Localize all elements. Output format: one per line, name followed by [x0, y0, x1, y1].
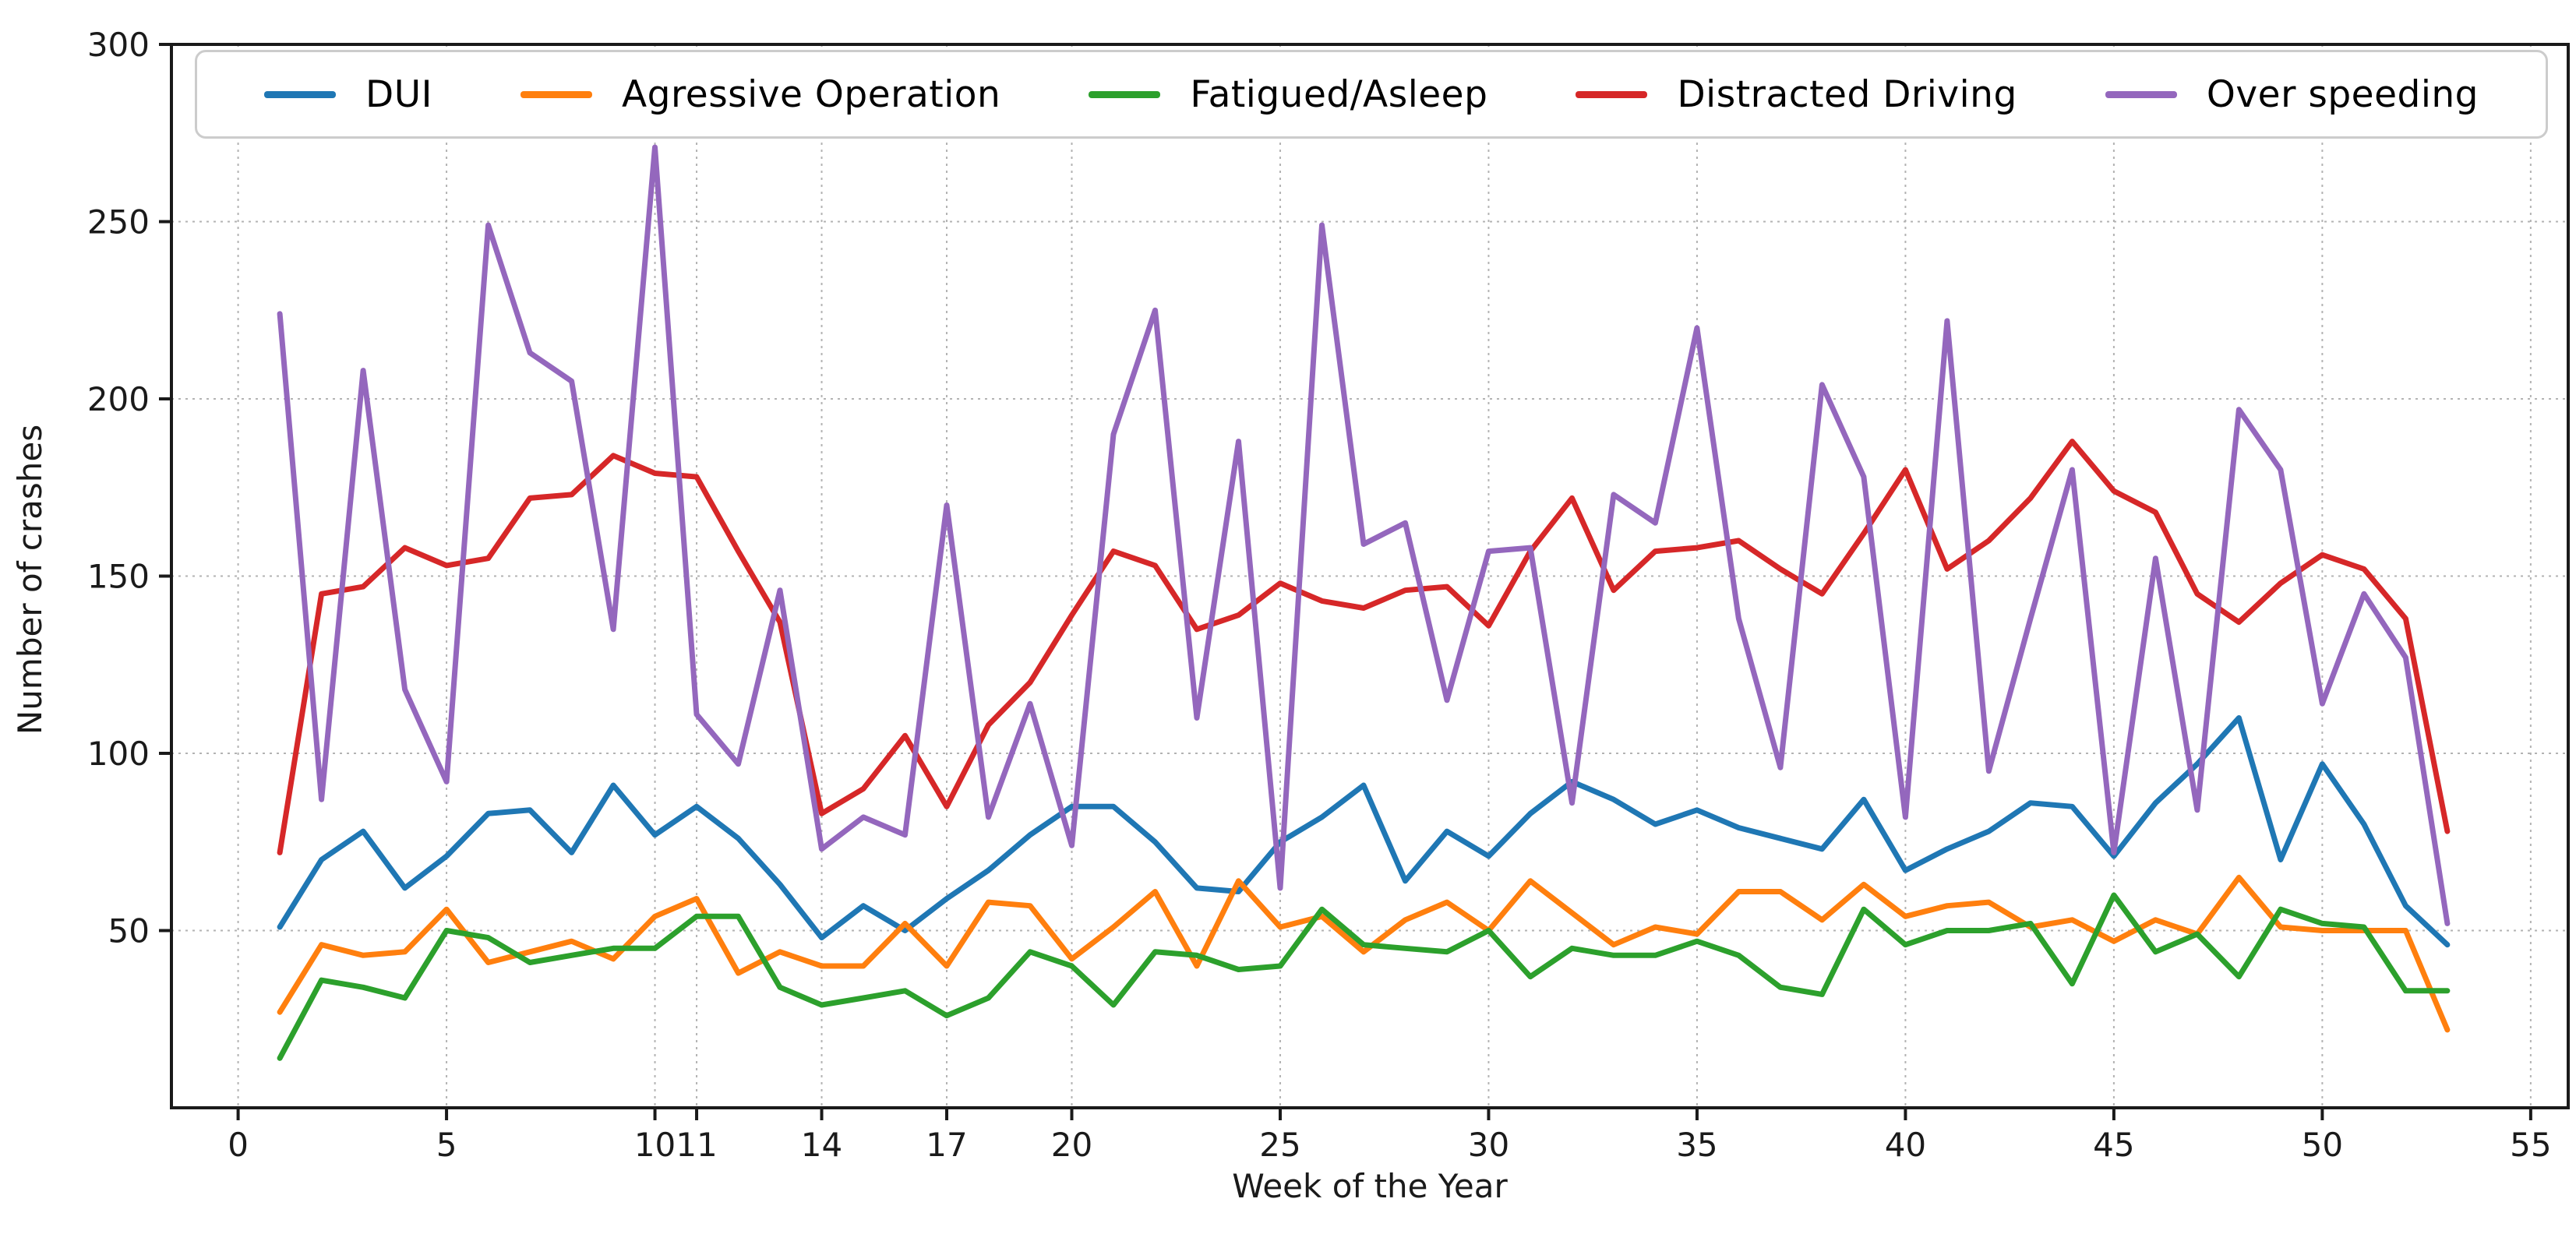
x-tick-label-14: 14	[801, 1126, 842, 1164]
dui-line-swatch-icon	[264, 90, 336, 98]
x-tick-label-45: 45	[2093, 1126, 2134, 1164]
legend: DUI Agressive Operation Fatigued/Asleep …	[195, 50, 2548, 139]
x-tick-label-11: 11	[676, 1126, 717, 1164]
x-tick-label-30: 30	[1468, 1126, 1509, 1164]
y-tick-label-150: 150	[87, 558, 150, 596]
y-axis-title: Number of crashes	[11, 424, 49, 735]
agressive-operation-line-swatch-icon	[520, 90, 592, 98]
over-speeding-line-swatch-icon	[2105, 90, 2177, 98]
series-line-distracted-driving	[277, 439, 2451, 855]
legend-item-dui: DUI	[264, 73, 432, 116]
legend-label-over-speeding: Over speeding	[2206, 72, 2479, 116]
y-tick-label-250: 250	[87, 203, 150, 242]
legend-item-over-speeding: Over speeding	[2105, 73, 2479, 116]
y-tick-label-100: 100	[87, 735, 150, 773]
legend-label-dui: DUI	[365, 72, 432, 116]
x-tick-label-10: 10	[634, 1126, 676, 1164]
x-tick-label-0: 0	[228, 1126, 249, 1164]
legend-item-agressive-operation: Agressive Operation	[520, 73, 1000, 116]
x-tick-label-17: 17	[926, 1126, 967, 1164]
y-tick-label-50: 50	[108, 912, 150, 950]
legend-label-agressive-operation: Agressive Operation	[622, 72, 1001, 116]
x-tick-label-25: 25	[1259, 1126, 1300, 1164]
fatigued-asleep-line-swatch-icon	[1089, 90, 1161, 98]
series-line-agressive-operation	[277, 874, 2451, 1033]
x-axis-title: Week of the Year	[1232, 1167, 1508, 1205]
x-tick-label-55: 55	[2510, 1126, 2551, 1164]
y-tick-label-300: 300	[87, 26, 150, 64]
series-line-dui	[277, 715, 2451, 948]
legend-label-distracted-driving: Distracted Driving	[1677, 72, 2017, 116]
x-tick-label-50: 50	[2302, 1126, 2343, 1164]
legend-label-fatigued-asleep: Fatigued/Asleep	[1190, 72, 1488, 116]
x-tick-label-20: 20	[1051, 1126, 1092, 1164]
y-tick-label-200: 200	[87, 380, 150, 418]
x-tick-label-5: 5	[436, 1126, 457, 1164]
series-line-fatigued-asleep	[277, 892, 2451, 1061]
x-tick-label-40: 40	[1885, 1126, 1926, 1164]
legend-item-fatigued-asleep: Fatigued/Asleep	[1089, 73, 1487, 116]
legend-item-distracted-driving: Distracted Driving	[1576, 73, 2017, 116]
series-line-over-speeding	[277, 144, 2451, 926]
distracted-driving-line-swatch-icon	[1576, 90, 1648, 98]
x-tick-label-35: 35	[1676, 1126, 1717, 1164]
